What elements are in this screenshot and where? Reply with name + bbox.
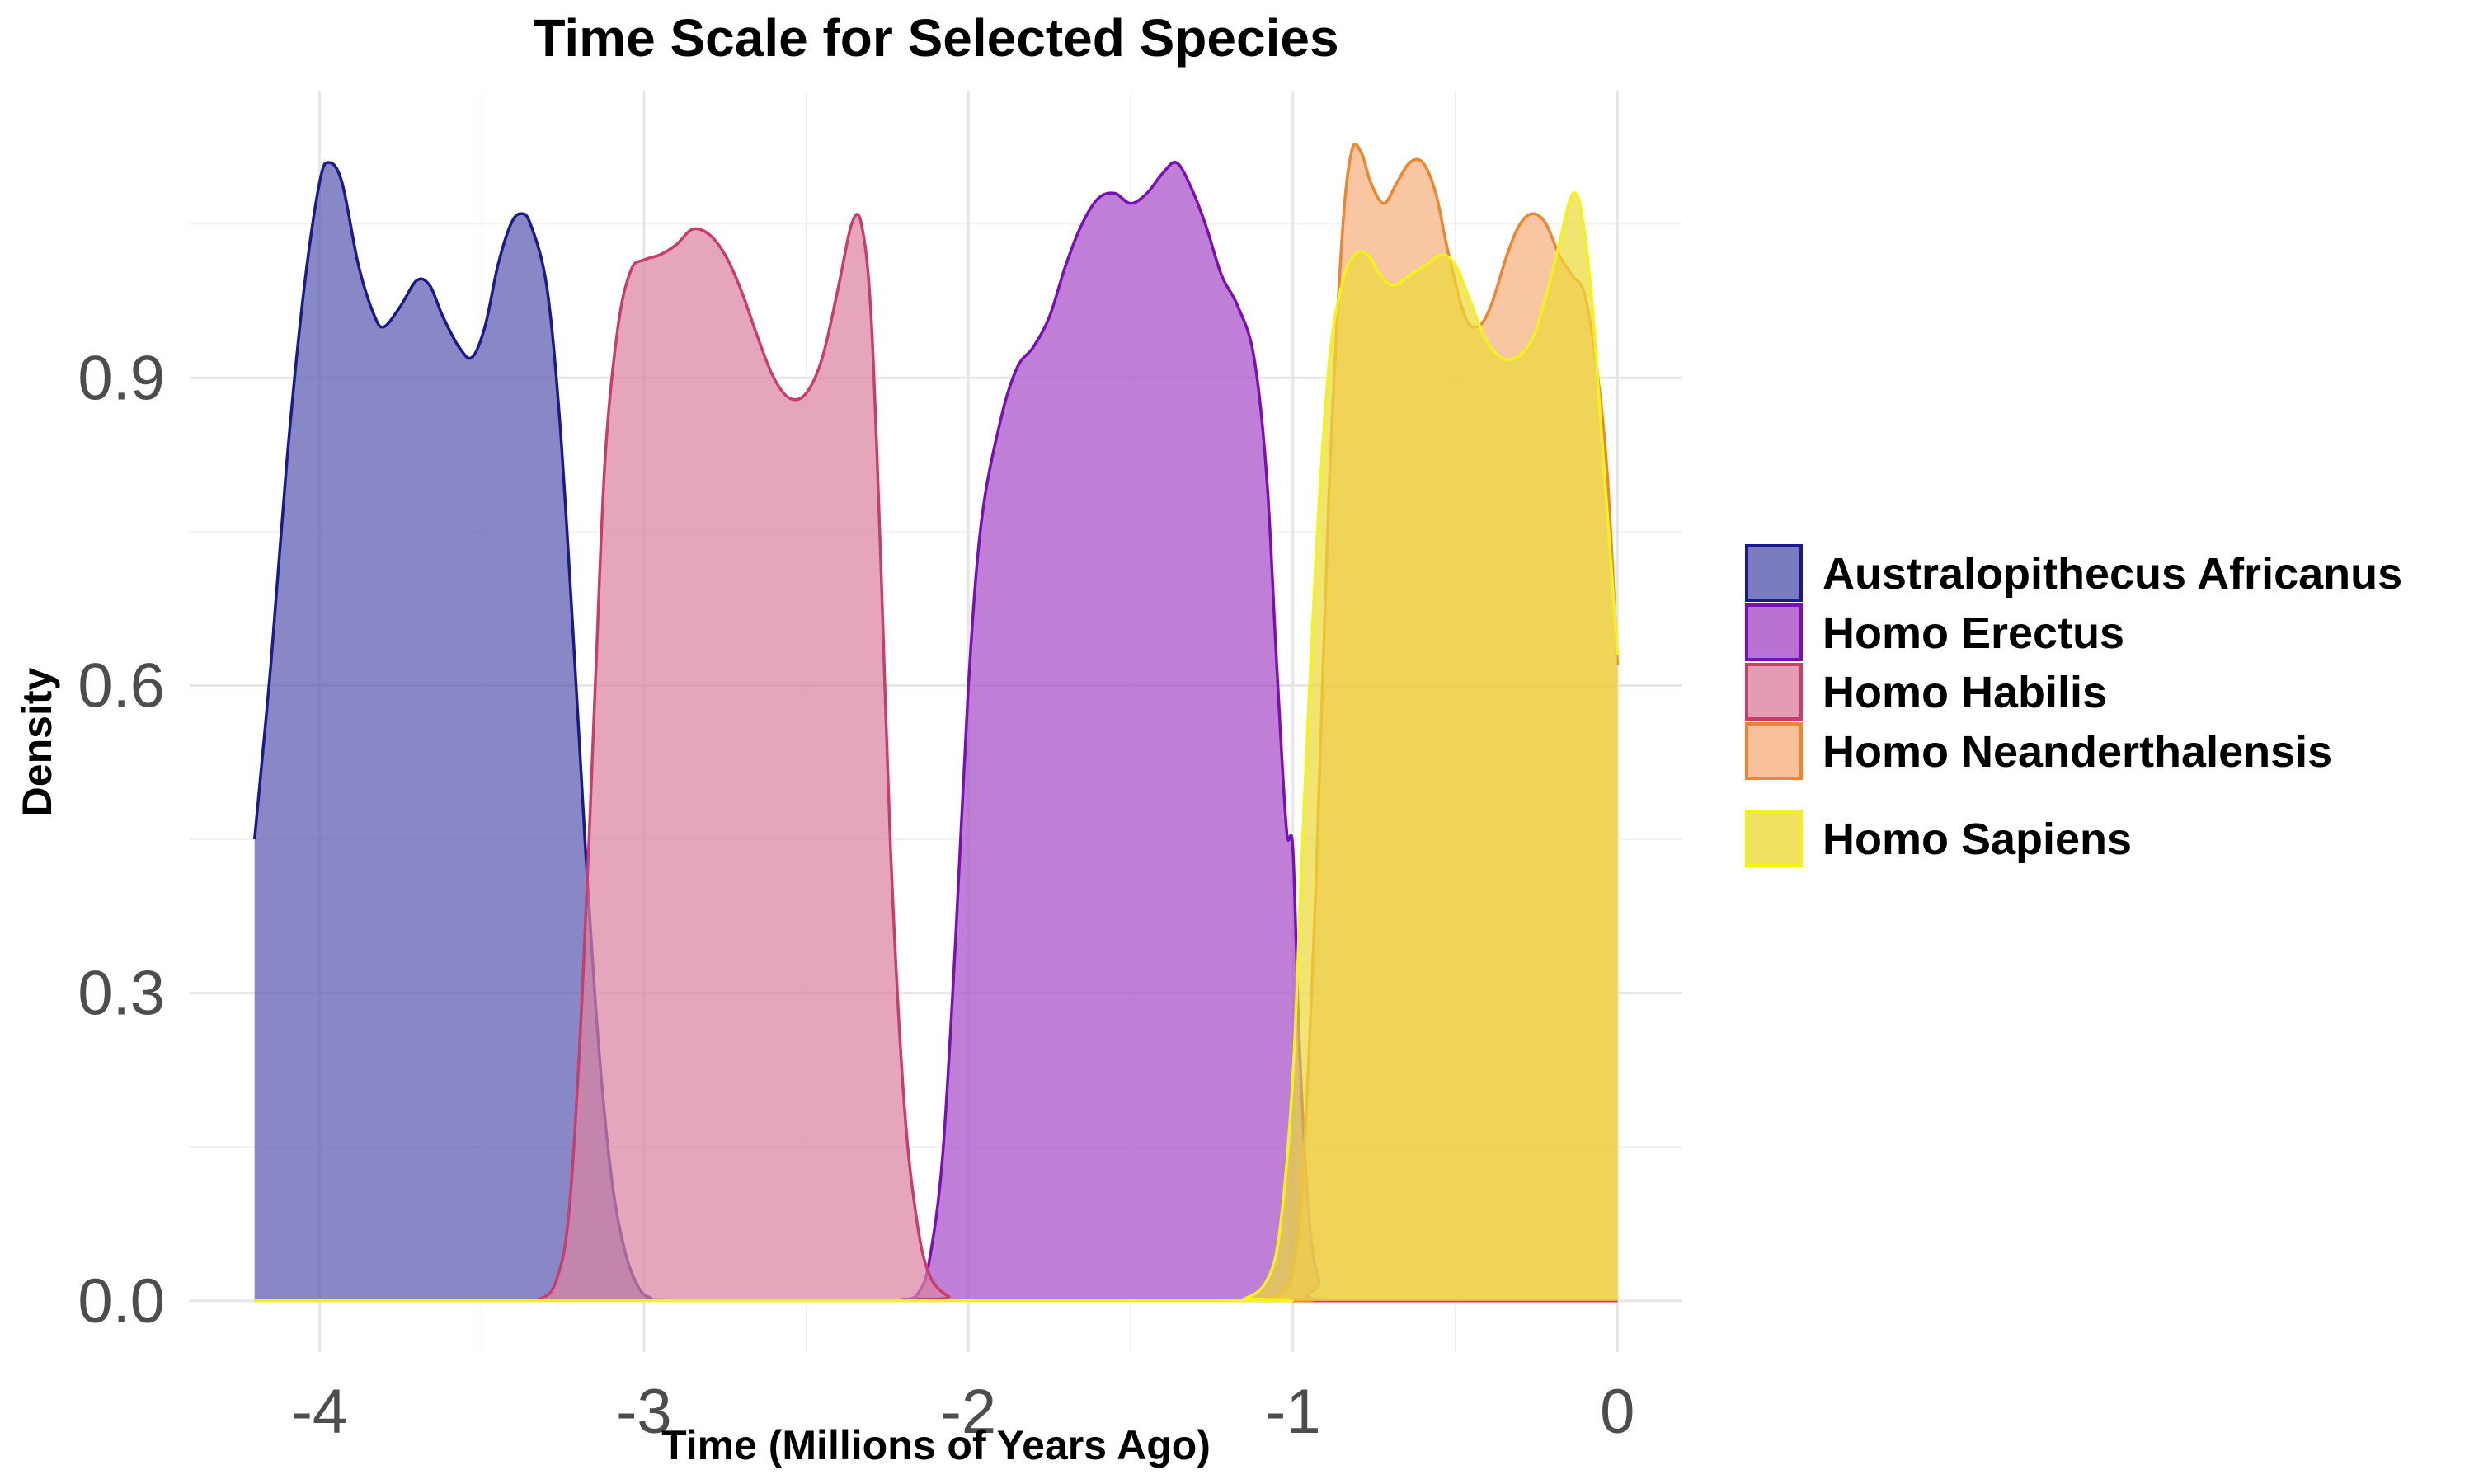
legend-label-homo-neanderthalensis: Homo Neanderthalensis — [1823, 727, 2332, 777]
x-axis-ticks: -4 -3 -2 -1 0 — [292, 1377, 1635, 1447]
y-axis-title: Density — [14, 668, 60, 817]
line-homo-habilis — [254, 213, 1618, 1303]
legend-label-australopithecus-africanus: Australopithecus Africanus — [1823, 549, 2402, 599]
legend-label-homo-habilis: Homo Habilis — [1823, 668, 2107, 717]
legend-key-australopithecus-africanus — [1745, 544, 1803, 602]
legend-key-homo-erectus — [1745, 603, 1803, 661]
chart-title: Time Scale for Selected Species — [533, 8, 1338, 68]
line-homo-erectus — [254, 161, 1618, 1303]
legend: Australopithecus Africanus Homo Erectus Ho… — [1745, 544, 2402, 867]
area-homo-habilis — [254, 214, 1618, 1301]
x-tick-label: -1 — [1265, 1377, 1321, 1447]
x-tick-label: -2 — [941, 1377, 997, 1447]
y-tick-label: 0.6 — [78, 650, 165, 721]
y-tick-label: 0.0 — [78, 1266, 165, 1336]
legend-label-homo-sapiens: Homo Sapiens — [1823, 815, 2132, 864]
legend-key-homo-neanderthalensis — [1745, 722, 1803, 780]
x-axis-title: Time (Millions of Years Ago) — [661, 1422, 1211, 1468]
legend-key-homo-sapiens — [1745, 810, 1803, 867]
x-tick-label: -3 — [616, 1377, 672, 1447]
y-axis-ticks: 0.0 0.3 0.6 0.9 — [78, 343, 165, 1336]
line-homo-sapiens — [254, 191, 1620, 1303]
y-tick-label: 0.9 — [78, 343, 165, 413]
x-tick-label: 0 — [1600, 1377, 1634, 1447]
area-homo-erectus — [254, 162, 1618, 1301]
density-areas — [252, 143, 1620, 1303]
area-homo-sapiens — [254, 192, 1618, 1301]
legend-label-homo-erectus: Homo Erectus — [1823, 608, 2124, 658]
legend-key-homo-habilis — [1745, 663, 1803, 721]
y-tick-label: 0.3 — [78, 959, 165, 1029]
x-tick-label: -4 — [292, 1377, 348, 1447]
